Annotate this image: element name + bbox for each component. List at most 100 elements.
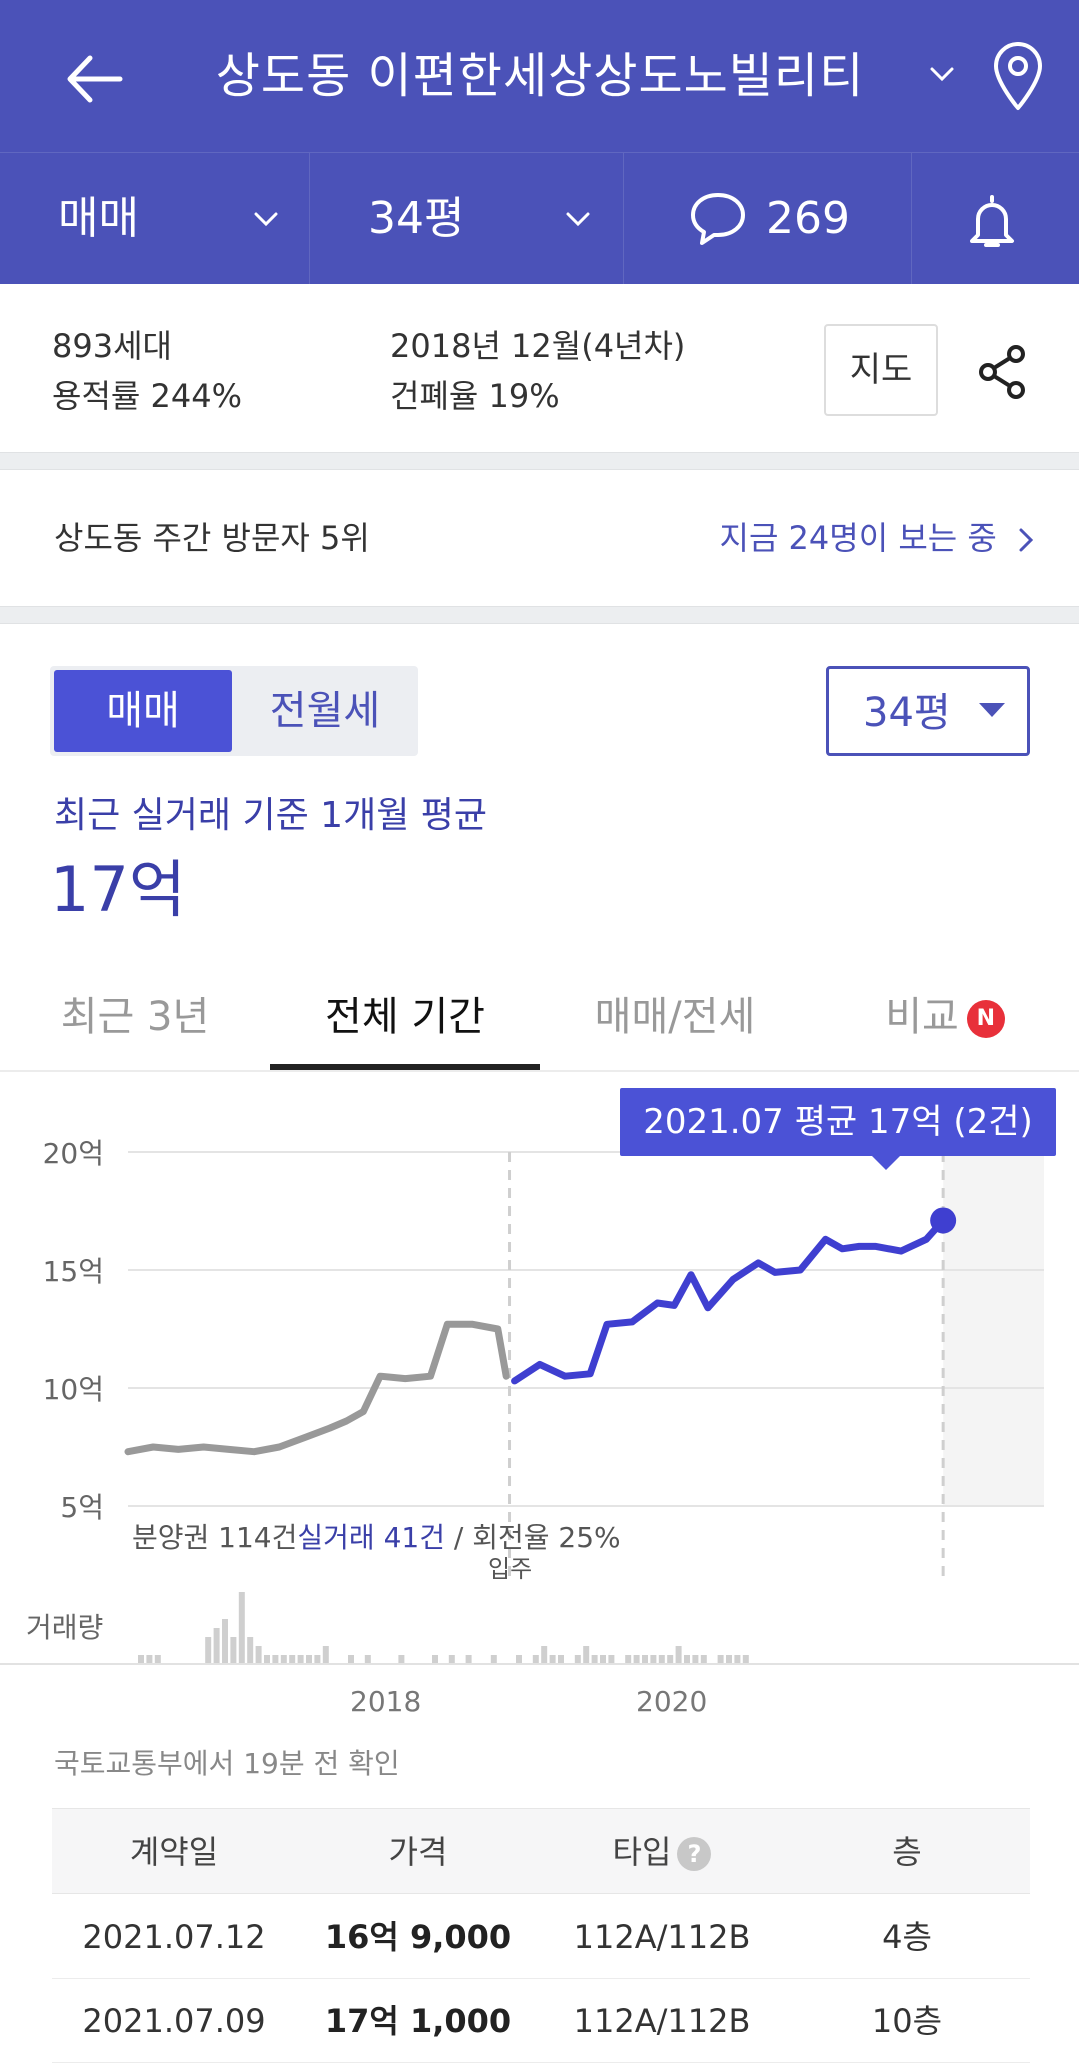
volume-bar xyxy=(625,1655,632,1664)
average-value: 17억 xyxy=(50,853,186,926)
table-row[interactable]: 2021.07.12 16억 9,000 112A/112B 4층 xyxy=(52,1895,1030,1979)
volume-bar xyxy=(230,1637,237,1664)
deal-count: 실거래 41건 xyxy=(297,1521,445,1554)
latest-point xyxy=(930,1207,957,1234)
notification-button[interactable] xyxy=(912,153,1079,285)
volume-bar xyxy=(264,1655,270,1664)
volume-bar xyxy=(532,1655,539,1664)
chevron-down-icon[interactable] xyxy=(924,56,960,92)
chevron-right-icon xyxy=(1019,528,1034,552)
row-date: 2021.07.09 xyxy=(82,2002,266,2040)
volume-bar xyxy=(289,1655,296,1664)
volume-bar xyxy=(742,1655,749,1664)
volume-bar xyxy=(465,1655,472,1664)
volume-bar xyxy=(642,1655,648,1664)
caret-down-icon xyxy=(979,703,1005,717)
volume-bar xyxy=(213,1628,220,1664)
bell-icon xyxy=(970,195,1014,247)
header-date: 계약일 xyxy=(129,1833,219,1871)
tab-all-period[interactable]: 전체 기간 xyxy=(325,994,485,1040)
deal-series-line xyxy=(511,1216,947,1385)
data-source: 국토교통부에서 19분 전 확인 xyxy=(54,1747,400,1780)
trade-type-dropdown[interactable]: 매매 xyxy=(0,153,310,285)
volume-bar xyxy=(734,1655,741,1664)
volume-bar xyxy=(692,1655,699,1664)
header-type-label: 타입 xyxy=(612,1833,672,1871)
size-select-label: 34평 xyxy=(863,690,951,736)
volume-bar xyxy=(600,1655,606,1664)
volume-bar xyxy=(549,1655,556,1664)
toggle-sale[interactable]: 매매 xyxy=(54,670,232,752)
back-arrow-icon[interactable] xyxy=(60,44,130,114)
filter-bar: 매매 34평 269 xyxy=(0,152,1079,285)
volume-bar xyxy=(314,1655,321,1664)
active-tab-indicator xyxy=(270,1064,540,1070)
volume-bar xyxy=(516,1655,522,1664)
volume-bar xyxy=(541,1646,548,1664)
volume-bar xyxy=(222,1619,228,1664)
volume-bar xyxy=(138,1655,144,1664)
turnover-rate: / 회전율 25% xyxy=(444,1521,621,1554)
share-icon[interactable] xyxy=(976,344,1028,400)
volume-bar xyxy=(558,1655,564,1664)
tab-compare[interactable]: 비교 N xyxy=(870,982,1020,1052)
volume-bar xyxy=(364,1655,371,1664)
chevron-down-icon xyxy=(566,212,590,227)
help-icon[interactable]: ? xyxy=(677,1837,712,1871)
built-date: 2018년 12월(4년차) xyxy=(390,327,686,365)
trade-type-label: 매매 xyxy=(58,193,139,244)
header-floor: 층 xyxy=(892,1833,922,1871)
toggle-rent[interactable]: 전월세 xyxy=(269,688,381,734)
average-label: 최근 실거래 기준 1개월 평균 xyxy=(54,795,487,836)
table-row[interactable]: 2021.07.09 17억 1,000 112A/112B 10층 xyxy=(52,1979,1030,2063)
deal-summary: 분양권 114건실거래 41건 / 회전율 25% xyxy=(132,1518,621,1558)
row-price: 17억 1,000 xyxy=(324,2002,512,2040)
volume-bar xyxy=(675,1646,682,1664)
trade-toggle: 매매 전월세 xyxy=(50,666,418,756)
now-viewing-label: 지금 24명이 보는 중 xyxy=(719,519,997,557)
top-bar: 상도동 이편한세상상도노빌리티 xyxy=(0,0,1079,152)
tab-sale-jeonse[interactable]: 매매/전세 xyxy=(594,994,756,1040)
complex-title[interactable]: 상도동 이편한세상상도노빌리티 xyxy=(215,48,865,104)
volume-bar xyxy=(272,1655,279,1664)
volume-bar xyxy=(658,1655,665,1664)
volume-bar xyxy=(238,1592,245,1664)
volume-bar xyxy=(650,1655,657,1664)
speech-bubble-icon xyxy=(691,193,745,245)
volume-bar xyxy=(247,1637,254,1664)
price-chart[interactable]: 20억 15억 10억 5억 2021.07 평균 17억 (2건) 분양권 114건… xyxy=(0,1074,1079,1724)
volume-bar xyxy=(700,1655,707,1664)
header-type: 타입? xyxy=(540,1809,784,1895)
volume-bar xyxy=(297,1655,304,1664)
row-type: 112A/112B xyxy=(573,1918,751,1956)
visitor-rank: 상도동 주간 방문자 5위 xyxy=(54,519,370,557)
volume-bar xyxy=(205,1637,212,1664)
size-dropdown[interactable]: 34평 xyxy=(310,153,624,285)
new-badge: N xyxy=(966,1000,1005,1038)
location-pin-icon[interactable] xyxy=(988,40,1048,112)
comments-button[interactable]: 269 xyxy=(624,153,912,285)
period-tabs: 최근 3년 전체 기간 매매/전세 비교 N xyxy=(0,960,1079,1072)
tab-compare-label: 비교 xyxy=(885,994,959,1040)
section-divider xyxy=(0,452,1079,470)
presale-series-line xyxy=(124,1320,510,1456)
chart-canvas: 20억 15억 10억 5억 xyxy=(0,1130,1079,1665)
volume-bar xyxy=(146,1655,153,1664)
row-price: 16억 9,000 xyxy=(324,1918,512,1956)
future-region xyxy=(943,1130,1044,1506)
volume-label: 거래량 xyxy=(26,1611,104,1644)
volume-bar xyxy=(633,1655,640,1664)
volume-bar xyxy=(255,1646,262,1664)
volume-bar xyxy=(432,1655,438,1664)
complex-info: 893세대 용적률 244% 2018년 12월(4년차) 건폐율 19% 지도 xyxy=(0,284,1079,454)
visitor-rank-row[interactable]: 상도동 주간 방문자 5위 지금 24명이 보는 중 xyxy=(0,472,1079,606)
map-button[interactable]: 지도 xyxy=(824,324,938,416)
size-select[interactable]: 34평 xyxy=(826,666,1030,756)
row-date: 2021.07.12 xyxy=(82,1918,266,1956)
volume-bar xyxy=(583,1646,590,1664)
chart-tooltip: 2021.07 평균 17억 (2건) xyxy=(620,1088,1056,1156)
floor-area-ratio: 용적률 244% xyxy=(52,377,242,415)
chevron-down-icon xyxy=(254,212,278,227)
now-viewing-link[interactable]: 지금 24명이 보는 중 xyxy=(720,516,1038,560)
tab-recent-3y[interactable]: 최근 3년 xyxy=(60,994,210,1040)
